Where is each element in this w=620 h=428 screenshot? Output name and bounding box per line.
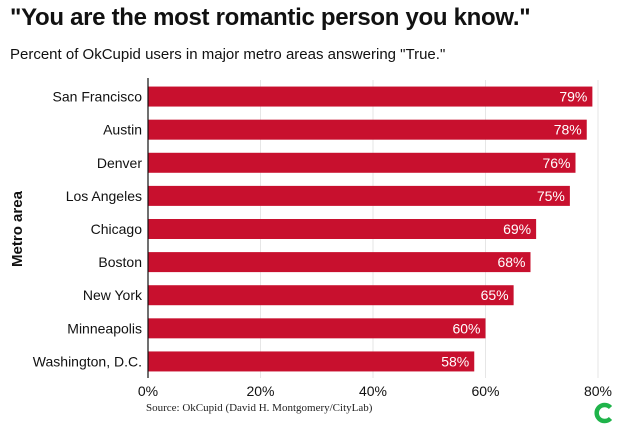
bar bbox=[148, 86, 593, 107]
category-label: Boston bbox=[98, 254, 142, 270]
bar-value-label: 69% bbox=[503, 221, 531, 237]
category-label: Minneapolis bbox=[67, 320, 142, 336]
bar-value-label: 58% bbox=[441, 353, 469, 369]
bar bbox=[148, 351, 475, 372]
bar-value-label: 68% bbox=[497, 254, 525, 270]
bar-value-label: 60% bbox=[452, 320, 480, 336]
bar-value-label: 75% bbox=[537, 188, 565, 204]
bars: 79% 78% 76% 75% 69% 68% 65% 60% 58% bbox=[148, 86, 593, 372]
x-axis-ticks: 0% 20% 40% 60% 80% bbox=[138, 383, 612, 399]
bar bbox=[148, 318, 486, 339]
bar bbox=[148, 219, 537, 239]
bar bbox=[148, 119, 587, 140]
chart-subtitle: Percent of OkCupid users in major metro … bbox=[10, 46, 446, 63]
source-note: Source: OkCupid (David H. Montgomery/Cit… bbox=[146, 402, 373, 414]
bar bbox=[148, 252, 531, 273]
y-axis-label: Metro area bbox=[9, 190, 26, 267]
category-label: New York bbox=[83, 287, 143, 303]
bar bbox=[148, 285, 514, 306]
category-label: Los Angeles bbox=[66, 188, 142, 204]
chart-title: "You are the most romantic person you kn… bbox=[10, 4, 531, 31]
x-tick-label: 80% bbox=[584, 383, 612, 399]
bar bbox=[148, 185, 570, 206]
x-tick-label: 0% bbox=[138, 383, 158, 399]
bar-value-label: 78% bbox=[554, 122, 582, 138]
x-tick-label: 40% bbox=[359, 383, 387, 399]
bar-value-label: 79% bbox=[559, 89, 587, 105]
category-label: Chicago bbox=[91, 221, 143, 237]
category-label: San Francisco bbox=[53, 89, 143, 105]
category-label: Austin bbox=[103, 122, 142, 138]
bar-value-label: 65% bbox=[481, 287, 509, 303]
bar bbox=[148, 152, 576, 173]
bar-value-label: 76% bbox=[542, 155, 570, 171]
category-label: Denver bbox=[97, 155, 142, 171]
category-label: Washington, D.C. bbox=[33, 353, 142, 369]
category-labels: San Francisco Austin Denver Los Angeles Chic… bbox=[33, 89, 143, 370]
x-tick-label: 60% bbox=[471, 383, 499, 399]
x-tick-label: 20% bbox=[246, 383, 274, 399]
citylab-logo-icon bbox=[594, 402, 613, 424]
